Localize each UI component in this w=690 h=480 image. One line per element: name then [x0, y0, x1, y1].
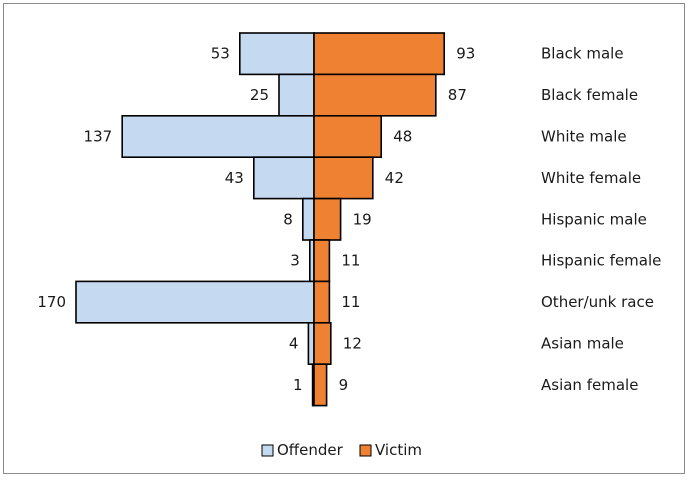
- victim-bar-other-unk-race: [313, 280, 331, 324]
- victim-bar-white-female: [313, 156, 374, 200]
- category-label-asian-male: Asian male: [541, 335, 624, 353]
- offender-bar-white-male: [121, 115, 315, 159]
- victim-value-hispanic-male: 19: [353, 210, 372, 228]
- offender-bar-other-unk-race: [75, 280, 315, 324]
- victim-bar-asian-male: [313, 321, 332, 365]
- category-labels: Black male Black female White male White fe…: [541, 45, 661, 394]
- population-pyramid-chart: 53 25 137 43 8 3 170 4 1 93 87 48 42 19 11 11 12 9 Black…: [37, 32, 661, 459]
- victim-value-white-male: 48: [393, 128, 412, 146]
- offender-value-hispanic-male: 8: [283, 210, 293, 228]
- victim-value-white-female: 42: [385, 169, 404, 187]
- offender-value-other-unk-race: 170: [37, 293, 66, 311]
- victim-bar-hispanic-male: [313, 197, 342, 241]
- offender-bar-white-female: [253, 156, 315, 200]
- victim-bar-black-male: [313, 32, 445, 76]
- offender-value-asian-male: 4: [289, 335, 299, 353]
- victim-bar-white-male: [313, 115, 382, 159]
- victim-bars: [313, 32, 445, 407]
- victim-bar-asian-female: [313, 363, 328, 407]
- victim-bar-hispanic-female: [313, 239, 331, 283]
- chart-frame: 53 25 137 43 8 3 170 4 1 93 87 48 42 19 11 11 12 9 Black…: [3, 3, 685, 474]
- offender-value-black-male: 53: [211, 45, 230, 63]
- victim-value-asian-male: 12: [343, 335, 362, 353]
- victim-value-labels: 93 87 48 42 19 11 11 12 9: [339, 45, 476, 394]
- category-label-hispanic-male: Hispanic male: [541, 210, 647, 228]
- offender-value-white-male: 137: [84, 128, 113, 146]
- category-label-hispanic-female: Hispanic female: [541, 252, 661, 270]
- offender-value-white-female: 43: [225, 169, 244, 187]
- offender-bars: [75, 32, 315, 407]
- category-label-asian-female: Asian female: [541, 376, 638, 394]
- offender-bar-black-male: [239, 32, 315, 76]
- victim-value-hispanic-female: 11: [341, 252, 360, 270]
- category-label-white-female: White female: [541, 169, 641, 187]
- offender-value-asian-female: 1: [293, 376, 303, 394]
- offender-bar-hispanic-male: [301, 197, 315, 241]
- legend-label-offender: Offender: [277, 441, 344, 459]
- victim-value-asian-female: 9: [339, 376, 349, 394]
- category-label-white-male: White male: [541, 128, 627, 146]
- legend-label-victim: Victim: [375, 441, 422, 459]
- category-label-black-female: Black female: [541, 86, 638, 104]
- victim-value-other-unk-race: 11: [341, 293, 360, 311]
- offender-value-hispanic-female: 3: [290, 252, 300, 270]
- offender-value-black-female: 25: [250, 86, 269, 104]
- offender-value-labels: 53 25 137 43 8 3 170 4 1: [37, 45, 302, 394]
- legend: Offender Victim: [261, 441, 422, 459]
- category-label-other-unk-race: Other/unk race: [541, 293, 654, 311]
- offender-bar-black-female: [278, 73, 315, 117]
- victim-value-black-male: 93: [456, 45, 475, 63]
- legend-swatch-offender: [261, 444, 274, 457]
- victim-value-black-female: 87: [448, 86, 467, 104]
- victim-bar-black-female: [313, 73, 437, 117]
- category-label-black-male: Black male: [541, 45, 624, 63]
- offender-bar-asian-male: [307, 321, 315, 365]
- legend-swatch-victim: [359, 444, 372, 457]
